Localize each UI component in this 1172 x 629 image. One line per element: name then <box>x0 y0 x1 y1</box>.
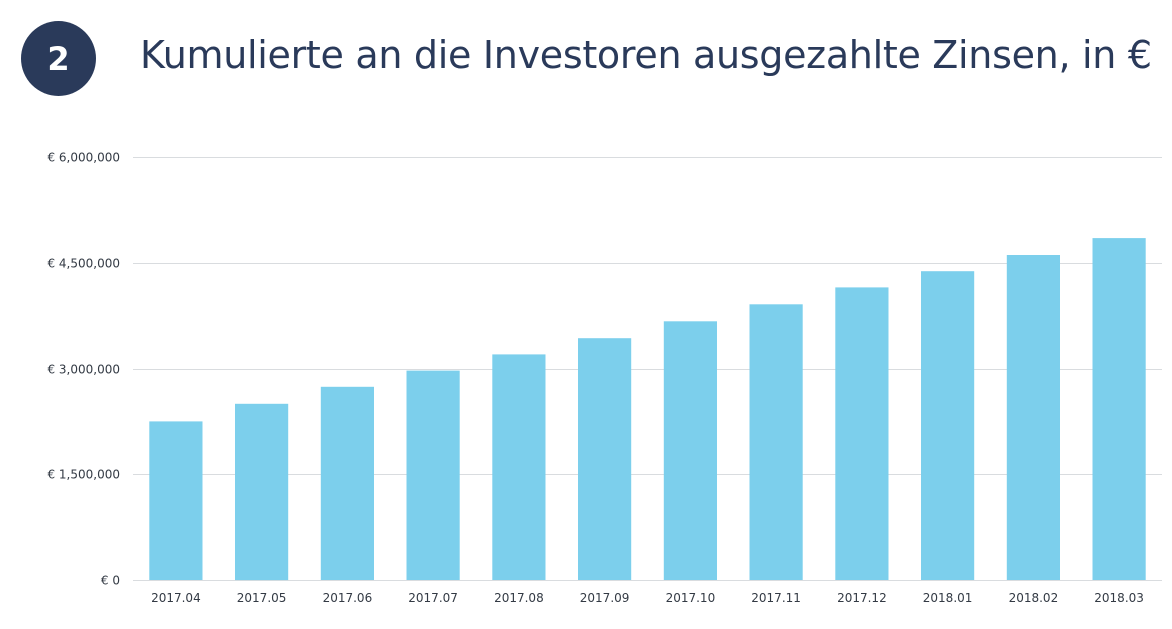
bar <box>492 354 546 580</box>
bars <box>149 238 1146 581</box>
x-tick-label: 2017.04 <box>151 591 201 605</box>
x-tick-label: 2017.10 <box>666 591 716 605</box>
y-tick-label: € 4,500,000 <box>47 257 120 271</box>
x-tick-label: 2017.05 <box>237 591 287 605</box>
bar <box>835 287 889 580</box>
x-tick-label: 2018.01 <box>923 591 973 605</box>
y-tick-label: € 6,000,000 <box>47 151 120 165</box>
x-tick-label: 2017.12 <box>837 591 887 605</box>
x-tick-label: 2017.09 <box>580 591 630 605</box>
gridlines <box>133 157 1162 581</box>
bar <box>235 403 289 581</box>
x-tick-label: 2017.07 <box>408 591 458 605</box>
bar <box>320 386 374 580</box>
bar <box>1092 238 1146 580</box>
bar <box>663 321 717 580</box>
y-tick-label: € 1,500,000 <box>47 468 120 482</box>
x-tick-label: 2018.03 <box>1094 591 1144 605</box>
y-axis-tick-labels: € 0 € 1,500,000 € 3,000,000 € 4,500,000 € 6,… <box>47 151 120 588</box>
chart-title: Kumulierte an die Investoren ausgezahlte… <box>140 33 1152 77</box>
section-number: 2 <box>47 39 70 78</box>
bar <box>578 338 632 580</box>
bar <box>1006 255 1060 580</box>
x-tick-label: 2017.08 <box>494 591 544 605</box>
bar <box>749 304 803 580</box>
x-tick-label: 2018.02 <box>1009 591 1059 605</box>
y-tick-label: € 3,000,000 <box>47 363 120 377</box>
bar <box>149 421 203 580</box>
x-tick-label: 2017.11 <box>751 591 801 605</box>
x-axis-tick-labels: 2017.04 2017.05 2017.06 2017.07 2017.08 2017.… <box>151 591 1144 605</box>
y-tick-label: € 0 <box>101 574 120 588</box>
bar <box>921 271 975 580</box>
x-tick-label: 2017.06 <box>323 591 373 605</box>
section-number-badge: 2 <box>21 21 96 96</box>
chart-header: 2 Kumulierte an die Investoren ausgezahl… <box>0 0 1172 120</box>
bar <box>406 370 460 580</box>
